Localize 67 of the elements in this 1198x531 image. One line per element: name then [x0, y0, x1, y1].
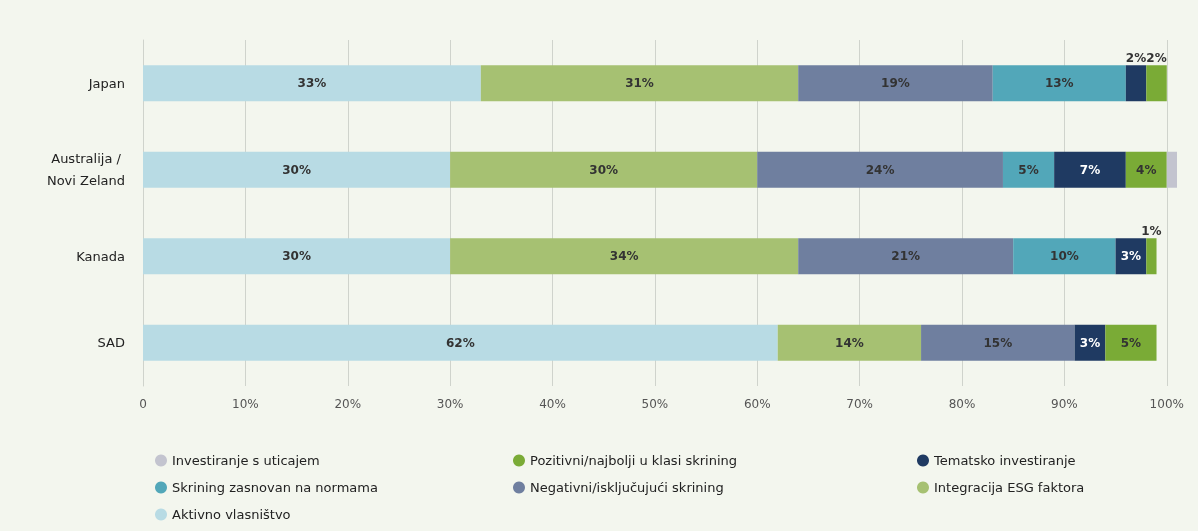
legend-label: Integracija ESG faktora — [934, 480, 1085, 495]
x-tick-label: 60% — [743, 397, 771, 411]
data-label: 31% — [625, 76, 654, 91]
data-label: 7% — [1079, 162, 1101, 177]
bar — [992, 65, 1126, 102]
data-label: 30% — [282, 249, 311, 264]
legend-label: Negativni/isključujući skrining — [530, 480, 724, 495]
bar — [143, 65, 481, 102]
data-label: 62% — [446, 335, 475, 350]
data-label: 2% — [1146, 51, 1167, 66]
data-label: 13% — [1044, 76, 1074, 91]
bar — [1002, 151, 1055, 188]
bar — [1105, 324, 1157, 361]
legend-label: Skrining zasnovan na normama — [172, 480, 378, 495]
bar — [480, 65, 799, 102]
bar — [921, 324, 1075, 361]
x-tick-label: 70% — [846, 397, 873, 411]
data-label: 34% — [609, 249, 639, 264]
x-tick-label: 10% — [232, 397, 259, 411]
data-label: 1% — [1141, 224, 1162, 239]
data-label: 21% — [891, 249, 921, 264]
bar — [777, 324, 922, 361]
bar — [798, 65, 993, 102]
x-tick-label: 20% — [334, 397, 362, 411]
data-label: 14% — [835, 335, 864, 350]
bar — [450, 238, 799, 275]
data-label: 19% — [881, 76, 910, 91]
legend-label: Aktivno vlasništvo — [172, 507, 291, 522]
bar — [1146, 65, 1167, 102]
bar — [143, 324, 778, 361]
x-tick-label: 100% — [1149, 397, 1184, 411]
bar — [450, 151, 758, 188]
data-label: 2% — [1125, 51, 1147, 66]
bar — [757, 151, 1003, 188]
x-tick-label: 50% — [641, 397, 669, 411]
bar — [1054, 151, 1126, 188]
bar — [1013, 238, 1116, 275]
y-tick-label: Kanada — [76, 248, 125, 264]
bar — [798, 238, 1014, 275]
data-label: 3% — [1079, 335, 1101, 350]
y-tick-label: SAD — [97, 335, 125, 351]
bar — [1125, 151, 1167, 188]
x-tick-label: 0 — [139, 397, 147, 411]
data-label: 5% — [1018, 162, 1039, 177]
data-label: 4% — [1136, 162, 1157, 177]
x-tick-label: 80% — [948, 397, 976, 411]
legend-label: Pozitivni/najbolji u klasi skrining — [530, 453, 737, 468]
x-tick-label: 30% — [436, 397, 464, 411]
bar — [1146, 238, 1157, 275]
x-tick-label: 40% — [539, 397, 566, 411]
bar — [1166, 151, 1177, 188]
data-label: 33% — [297, 76, 327, 91]
data-label: 30% — [589, 162, 619, 177]
data-label: 30% — [282, 162, 311, 177]
bar — [143, 151, 451, 188]
x-tick-label: 90% — [1051, 397, 1078, 411]
data-label: 3% — [1120, 249, 1142, 264]
data-label: 10% — [1050, 249, 1079, 264]
legend-label: Tematsko investiranje — [933, 453, 1076, 468]
data-label: 15% — [983, 335, 1013, 350]
data-label: 24% — [865, 162, 895, 177]
bar — [1125, 65, 1147, 102]
y-tick-label: Japan — [87, 75, 125, 91]
bar — [143, 238, 451, 275]
legend-label: Investiranje s uticajem — [172, 453, 320, 468]
y-tick-label: Australija / Novi Zeland — [46, 151, 125, 189]
data-label: 5% — [1120, 335, 1142, 350]
